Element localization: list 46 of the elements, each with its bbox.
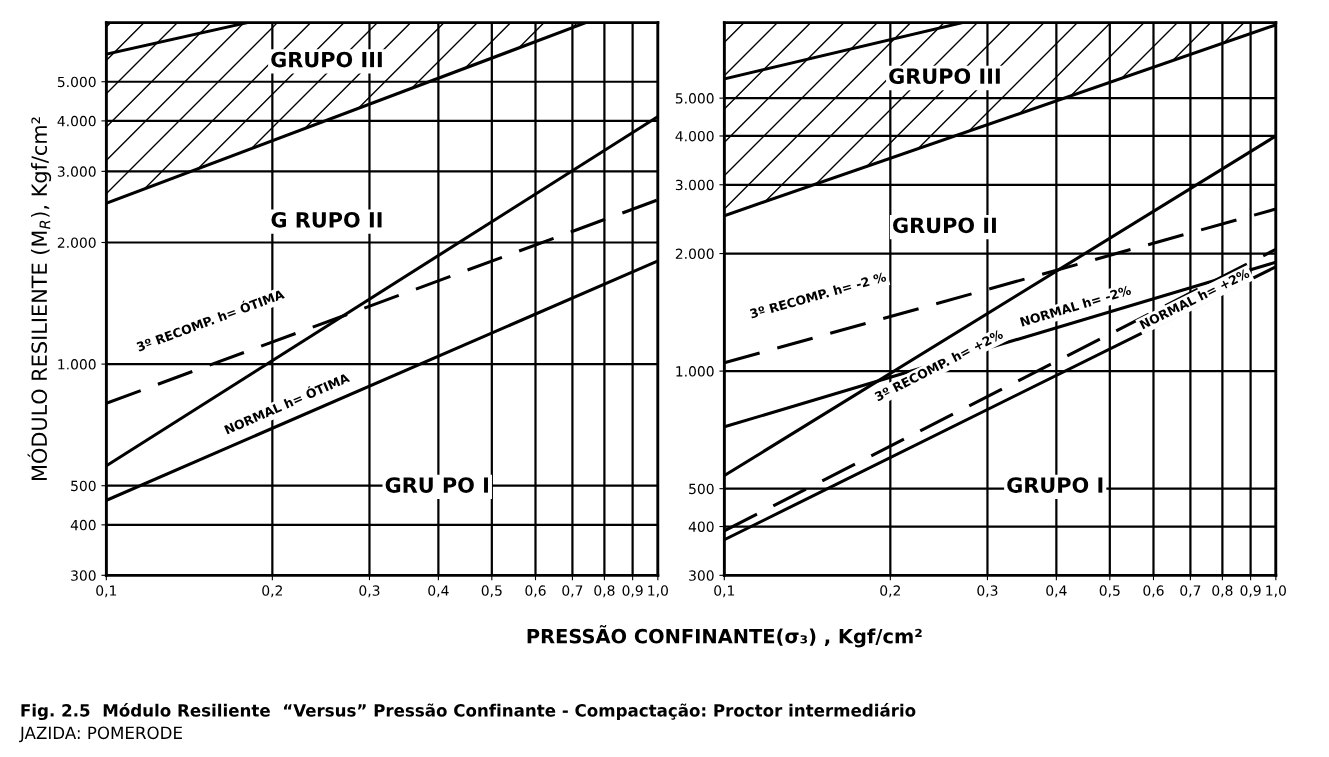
y-tick-label: 5.000 (675, 93, 714, 104)
y-tick-label: 400 (688, 521, 714, 532)
x-tick-label: 0,6 (525, 585, 546, 598)
text: JAZIDA: POMERODE (19, 726, 182, 743)
annotation: GRU PO I (385, 477, 488, 493)
x-tick-label: 0,4 (1046, 585, 1067, 598)
x-tick-label: 0,7 (1180, 585, 1201, 598)
y-tick-label: 4.000 (675, 130, 714, 142)
y-tick-label: 2.000 (675, 248, 714, 260)
x-axis-title: PRESSÃO CONFINANTE(σ₃) , Kgf/cm² (527, 625, 922, 648)
annotation: G RUPO II (271, 211, 382, 228)
y-tick-label: 500 (71, 480, 96, 492)
x-tick-label: 0,8 (1212, 585, 1233, 598)
y-tick-label: 500 (689, 483, 714, 495)
x-tick-label: 0,5 (481, 585, 502, 598)
y-tick-label: 300 (689, 570, 714, 581)
x-tick-label: 0,6 (1143, 585, 1164, 598)
x-tick-label: 0,3 (359, 585, 380, 598)
x-tick-label: 0,5 (1099, 585, 1120, 598)
x-tick-label: 0,4 (428, 585, 449, 598)
annotation: GRUPO I (1007, 477, 1103, 493)
annotation: GRUPO III (889, 68, 1000, 85)
x-tick-label: 1,0 (648, 585, 668, 598)
x-tick-label: 1,0 (1266, 585, 1286, 598)
y-tick-label: 400 (70, 519, 96, 531)
x-tick-label: 0,8 (594, 585, 615, 598)
caption: Fig. 2.5 Módulo Resiliente “Versus” Pressão Confinante - Compactação: Proctor intermediário (21, 703, 916, 721)
x-tick-label: 0,2 (262, 585, 282, 598)
x-tick-label: 0,9 (622, 585, 643, 598)
y-tick-label: 4.000 (57, 115, 96, 127)
x-tick-label: 0,1 (96, 585, 117, 598)
annotation: GRUPO II (893, 217, 996, 234)
x-tick-label: 0,7 (562, 585, 583, 598)
y-tick-label: 3.000 (57, 166, 96, 177)
annotation: GRUPO III (271, 51, 382, 68)
y-tick-label: 300 (71, 570, 96, 581)
x-tick-label: 0,9 (1240, 585, 1261, 598)
x-tick-label: 0,2 (880, 585, 900, 598)
x-tick-label: 0,1 (714, 585, 735, 598)
y-tick-label: 1.000 (676, 366, 714, 377)
y-tick-label: 5.000 (57, 76, 96, 88)
x-tick-label: 0,3 (977, 585, 998, 598)
y-tick-label: 1.000 (58, 359, 96, 370)
y-axis-title: MÓDULO RESILIENTE (M$_{R}$), Kgf/cm² (27, 117, 52, 480)
y-tick-label: 3.000 (675, 179, 714, 191)
y-tick-label: 2.000 (57, 237, 96, 248)
